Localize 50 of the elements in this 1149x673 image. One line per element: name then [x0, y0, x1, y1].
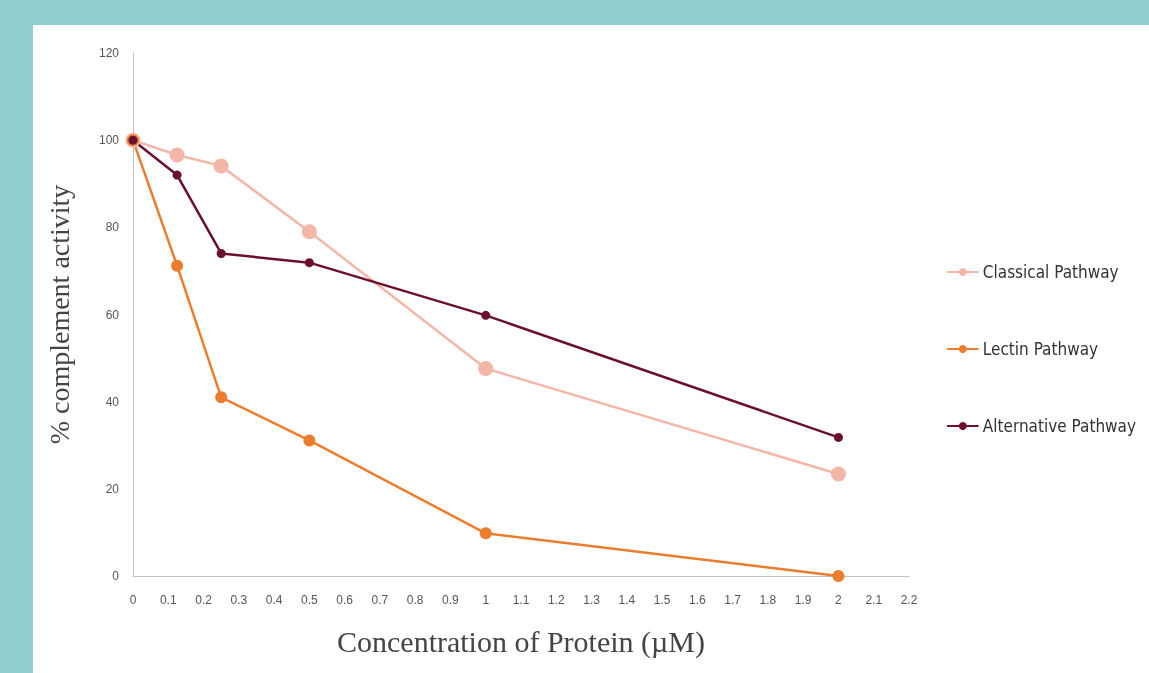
x-tick-label: 1.8: [759, 593, 777, 607]
y-tick-label: 60: [105, 307, 120, 322]
x-axis-title: Concentration of Protein (µM): [336, 624, 706, 659]
x-tick-label: 1.2: [547, 593, 565, 607]
x-tick-label: 1.1: [512, 593, 530, 607]
x-tick-label: 1: [482, 593, 490, 607]
x-tick-label: 0.6: [336, 593, 354, 607]
y-axis-title: % complement activity: [43, 184, 75, 445]
x-tick-label: 0.7: [371, 593, 389, 607]
point: [833, 432, 843, 442]
x-tick-label: 1.9: [794, 593, 812, 607]
point: [172, 170, 182, 180]
x-tick-label: 1.3: [583, 593, 601, 607]
y-tick-label: 100: [98, 133, 120, 148]
point: [303, 434, 316, 447]
point: [216, 248, 226, 258]
y-tick-label: 40: [105, 394, 120, 409]
point: [304, 258, 314, 268]
x-tick-label: 0: [129, 593, 137, 607]
x-tick-label: 1.6: [689, 593, 707, 607]
point: [481, 310, 491, 320]
y-tick-label: 20: [105, 481, 120, 496]
point: [171, 259, 184, 272]
x-tick-label: 2.2: [900, 593, 918, 607]
legend-label: Lectin Pathway: [982, 339, 1099, 359]
legend-label: Classical Pathway: [982, 262, 1119, 282]
x-tick-label: 0.2: [195, 593, 213, 607]
x-tick-label: 0.3: [230, 593, 248, 607]
x-tick-label: 0.4: [265, 593, 283, 607]
legend-label: Alternative Pathway: [982, 416, 1137, 436]
x-tick-label: 1.7: [724, 593, 742, 607]
point: [169, 147, 185, 163]
point: [301, 224, 317, 240]
x-tick-label: 2.1: [865, 593, 883, 607]
point: [830, 466, 846, 482]
x-tick-label: 2: [835, 593, 843, 607]
point: [213, 158, 229, 174]
y-tick-label: 120: [98, 46, 120, 60]
point: [478, 361, 494, 377]
x-tick-label: 0.9: [442, 593, 460, 607]
point: [479, 527, 492, 540]
x-tick-label: 0.8: [406, 593, 424, 607]
point: [832, 570, 845, 582]
y-tick-label: 0: [112, 569, 120, 583]
x-tick-label: 0.1: [159, 593, 177, 607]
x-tick-label: 1.4: [618, 593, 636, 607]
x-tick-label: 0.5: [301, 593, 319, 607]
point: [215, 391, 228, 404]
y-tick-label: 80: [105, 220, 120, 235]
x-tick-label: 1.5: [653, 593, 671, 607]
